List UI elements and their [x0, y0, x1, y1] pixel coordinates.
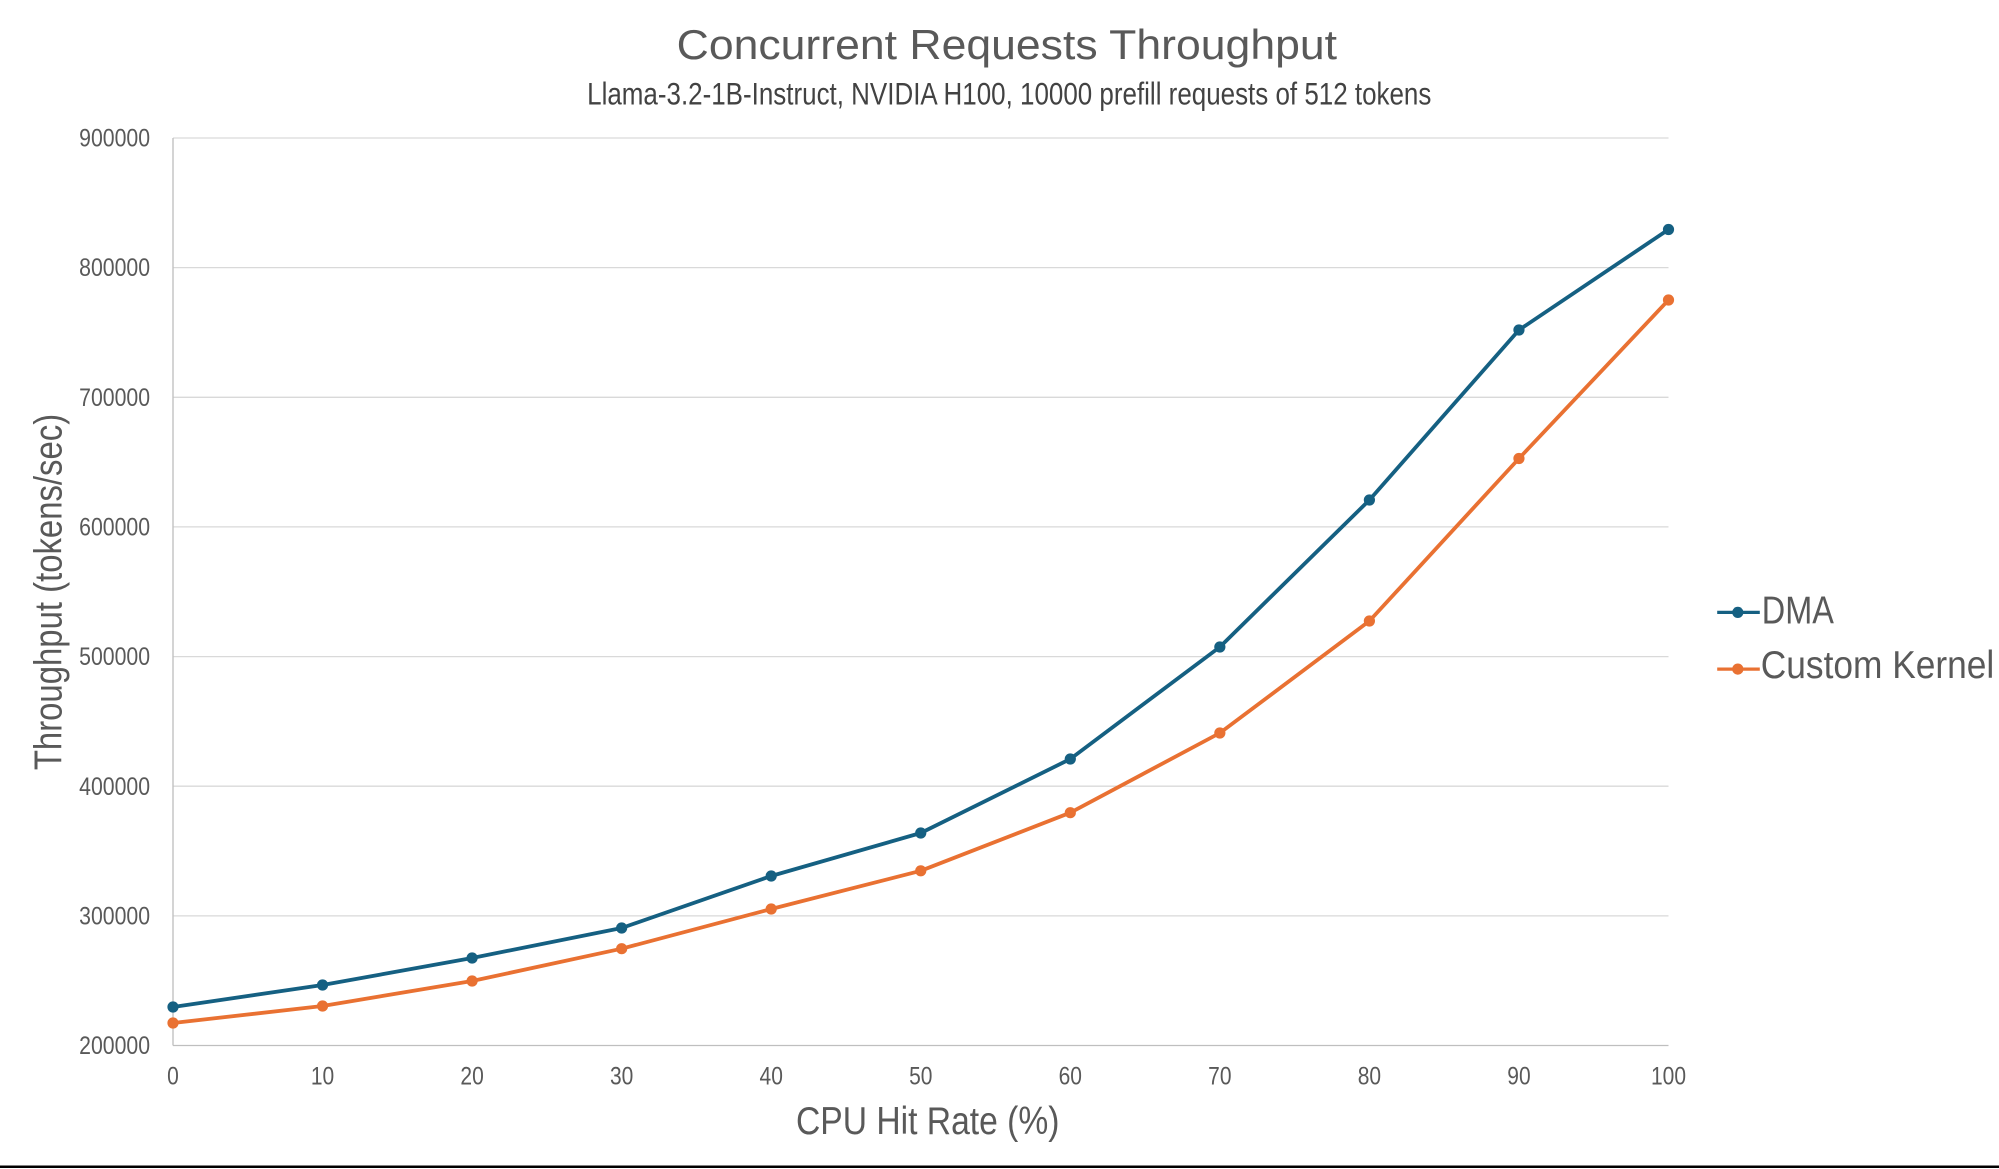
svg-text:Llama-3.2-1B-Instruct, NVIDIA: Llama-3.2-1B-Instruct, NVIDIA H100, 1000… — [587, 77, 1431, 112]
svg-text:40: 40 — [760, 1062, 783, 1090]
svg-text:600000: 600000 — [79, 513, 150, 541]
svg-text:400000: 400000 — [79, 772, 150, 800]
svg-text:700000: 700000 — [79, 383, 150, 411]
svg-text:200000: 200000 — [79, 1031, 150, 1059]
svg-text:CPU Hit Rate (%): CPU Hit Rate (%) — [796, 1098, 1059, 1142]
svg-text:70: 70 — [1208, 1062, 1231, 1090]
svg-text:30: 30 — [610, 1062, 633, 1090]
svg-text:Concurrent Requests Throughput: Concurrent Requests Throughput — [677, 22, 1337, 68]
svg-text:80: 80 — [1358, 1062, 1381, 1090]
svg-text:50: 50 — [909, 1062, 932, 1090]
svg-text:0: 0 — [167, 1062, 179, 1090]
svg-text:900000: 900000 — [79, 124, 150, 152]
svg-text:DMA: DMA — [1762, 589, 1834, 632]
svg-text:90: 90 — [1507, 1062, 1530, 1090]
svg-text:60: 60 — [1059, 1062, 1082, 1090]
svg-text:Throughput (tokens/sec): Throughput (tokens/sec) — [26, 414, 70, 770]
svg-text:100: 100 — [1651, 1062, 1686, 1090]
svg-text:800000: 800000 — [79, 254, 150, 282]
svg-text:Custom Kernel: Custom Kernel — [1761, 642, 1994, 686]
svg-text:20: 20 — [460, 1062, 483, 1090]
svg-text:500000: 500000 — [79, 643, 150, 671]
svg-text:10: 10 — [311, 1062, 334, 1090]
svg-text:300000: 300000 — [79, 902, 150, 930]
